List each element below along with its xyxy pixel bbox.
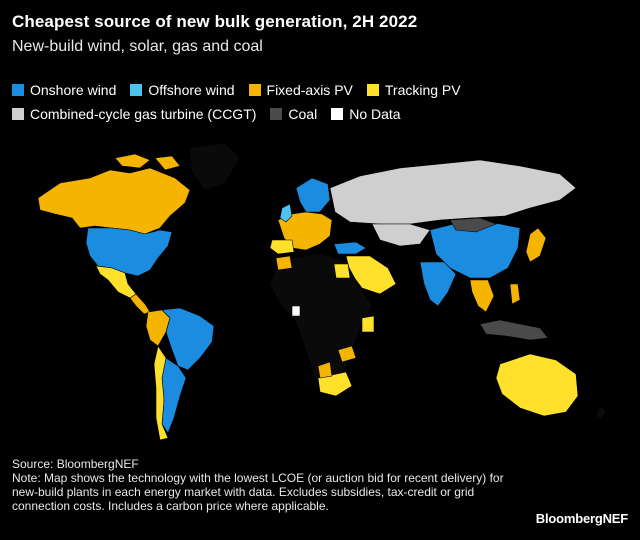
region-turkey	[333, 241, 367, 255]
legend-swatch	[130, 84, 143, 96]
legend-row-2: Combined-cycle gas turbine (CCGT) Coal N…	[12, 102, 622, 126]
legend-item-fixed-axis-pv: Fixed-axis PV	[248, 82, 353, 98]
source-text: Source: BloombergNEF	[12, 457, 139, 471]
legend-item-tracking-pv: Tracking PV	[366, 82, 461, 98]
legend-swatch	[270, 108, 283, 120]
region-philippines	[509, 283, 521, 305]
region-scandinavia	[295, 177, 331, 213]
legend-label: Tracking PV	[384, 82, 461, 98]
region-russia	[329, 159, 577, 225]
region-indochina	[469, 279, 495, 313]
legend-swatch	[248, 84, 261, 96]
legend-label: Fixed-axis PV	[266, 82, 353, 98]
legend-item-no-data: No Data	[331, 106, 401, 122]
region-kenya	[361, 315, 375, 333]
legend-label: Coal	[288, 106, 318, 122]
map-title: Cheapest source of new bulk generation, …	[12, 12, 418, 31]
legend-swatch	[366, 84, 379, 96]
legend-item-offshore-wind: Offshore wind	[130, 82, 235, 98]
region-canada-islands	[114, 153, 181, 171]
region-central-america	[129, 293, 151, 315]
region-namibia	[317, 361, 333, 379]
region-japan	[525, 227, 547, 263]
region-new-zealand	[595, 405, 607, 421]
region-united-states	[85, 227, 173, 277]
region-argentina	[161, 357, 187, 434]
legend-label: Combined-cycle gas turbine (CCGT)	[30, 106, 257, 122]
note-text: Note: Map shows the technology with the …	[12, 471, 504, 513]
region-india	[419, 261, 457, 307]
legend-row-1: Onshore wind Offshore wind Fixed-axis PV…	[12, 78, 622, 102]
brand-logo-text: BloombergNEF	[535, 511, 628, 526]
region-morocco	[275, 255, 293, 271]
region-mongolia	[449, 217, 497, 233]
region-spain	[269, 239, 295, 255]
legend-item-ccgt: Combined-cycle gas turbine (CCGT)	[12, 106, 256, 122]
map-subtitle: New-build wind, solar, gas and coal	[12, 38, 263, 55]
legend-label: Onshore wind	[30, 82, 117, 98]
region-colombia-peru	[145, 309, 171, 347]
notes: Source: BloombergNEF Note: Map shows the…	[12, 457, 512, 513]
region-uk	[279, 203, 293, 223]
region-australia	[495, 353, 579, 417]
region-egypt	[333, 263, 351, 279]
region-zambia	[337, 345, 357, 363]
region-west-africa-nodata	[291, 305, 301, 317]
region-kazakhstan	[371, 223, 431, 247]
legend-item-coal: Coal	[270, 106, 317, 122]
legend-label: No Data	[349, 106, 401, 122]
region-indonesia	[479, 319, 549, 341]
region-chile	[153, 345, 169, 441]
region-brazil	[161, 307, 215, 371]
region-south-africa	[317, 371, 353, 397]
legend-swatch	[331, 108, 344, 120]
region-greenland	[189, 142, 241, 191]
legend-item-onshore-wind: Onshore wind	[12, 82, 116, 98]
legend-swatch	[12, 108, 24, 120]
legend: Onshore wind Offshore wind Fixed-axis PV…	[12, 78, 622, 126]
world-map	[37, 142, 607, 441]
legend-swatch	[12, 84, 24, 96]
legend-label: Offshore wind	[148, 82, 235, 98]
region-canada	[37, 167, 191, 235]
